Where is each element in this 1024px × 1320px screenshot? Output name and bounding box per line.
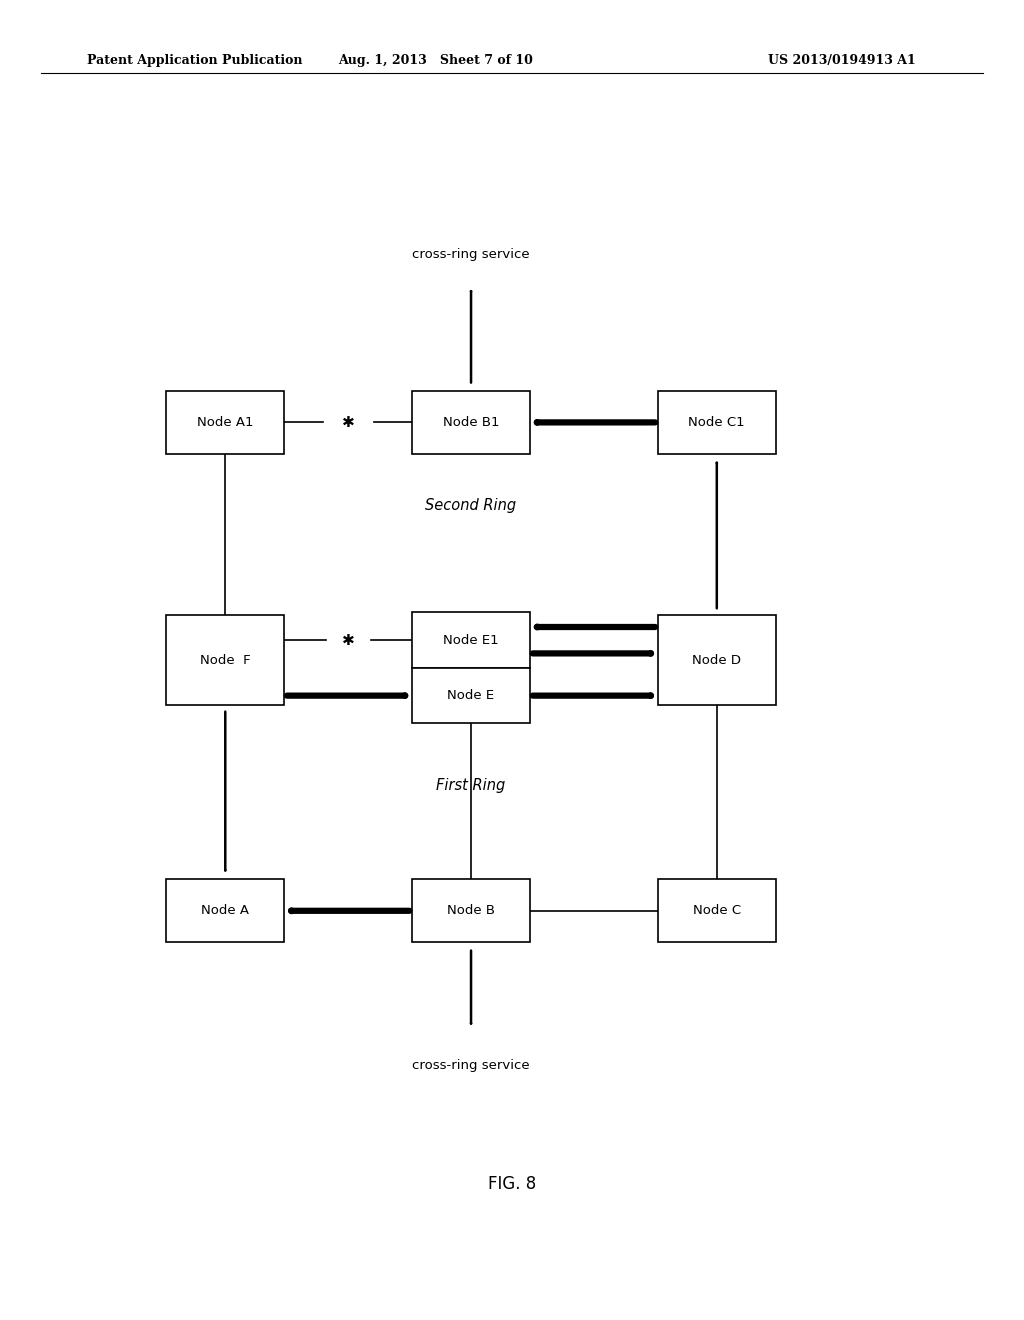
Text: US 2013/0194913 A1: US 2013/0194913 A1 xyxy=(768,54,915,67)
Text: Node B: Node B xyxy=(447,904,495,917)
Text: cross-ring service: cross-ring service xyxy=(413,248,529,261)
Text: cross-ring service: cross-ring service xyxy=(413,1059,529,1072)
Text: Node C: Node C xyxy=(693,904,740,917)
Text: Node E1: Node E1 xyxy=(443,634,499,647)
Bar xyxy=(657,879,776,942)
Bar xyxy=(412,879,530,942)
Text: Aug. 1, 2013   Sheet 7 of 10: Aug. 1, 2013 Sheet 7 of 10 xyxy=(338,54,532,67)
Text: Node B1: Node B1 xyxy=(442,416,500,429)
Text: Node A1: Node A1 xyxy=(197,416,254,429)
Text: Node E: Node E xyxy=(447,689,495,702)
Text: Node  F: Node F xyxy=(200,653,251,667)
Bar xyxy=(166,879,285,942)
Bar xyxy=(412,668,530,723)
Text: Node A: Node A xyxy=(202,904,249,917)
Text: First Ring: First Ring xyxy=(436,777,506,793)
Text: ✱: ✱ xyxy=(342,414,354,430)
Bar xyxy=(412,391,530,454)
Text: Node D: Node D xyxy=(692,653,741,667)
Bar xyxy=(657,391,776,454)
Text: Second Ring: Second Ring xyxy=(426,498,516,513)
Text: Node C1: Node C1 xyxy=(688,416,745,429)
Bar xyxy=(412,612,530,668)
Text: ✱: ✱ xyxy=(342,632,354,648)
Bar xyxy=(166,391,285,454)
Text: FIG. 8: FIG. 8 xyxy=(487,1175,537,1193)
Bar xyxy=(657,615,776,705)
Bar xyxy=(166,615,285,705)
Text: Patent Application Publication: Patent Application Publication xyxy=(87,54,302,67)
